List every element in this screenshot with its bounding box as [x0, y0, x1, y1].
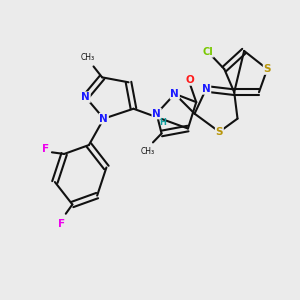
Text: S: S	[216, 127, 223, 137]
Text: O: O	[186, 75, 195, 85]
Text: S: S	[263, 64, 271, 74]
Text: N: N	[99, 114, 108, 124]
Text: N: N	[170, 89, 179, 99]
Text: N: N	[81, 92, 90, 102]
Text: F: F	[58, 219, 65, 229]
Text: Cl: Cl	[202, 47, 213, 57]
Text: N: N	[202, 84, 211, 94]
Text: H: H	[159, 118, 166, 127]
Text: CH₃: CH₃	[81, 53, 95, 62]
Text: N: N	[152, 109, 161, 119]
Text: F: F	[42, 144, 50, 154]
Text: CH₃: CH₃	[140, 147, 154, 156]
